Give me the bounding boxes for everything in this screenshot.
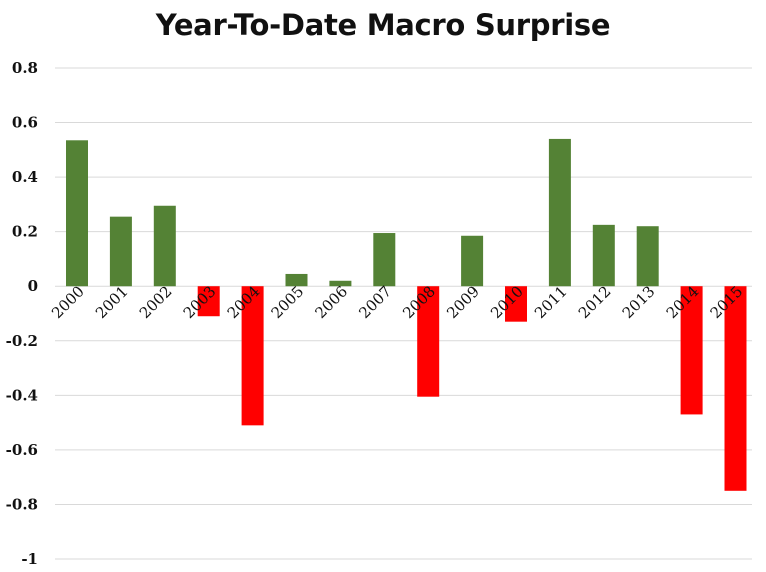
y-axis: 0.8 0.6 0.4 0.2 0 -0.2 -0.4 -0.6 -0.8 -1 [6,59,38,568]
x-tick-label: 2006 [311,282,351,322]
y-tick-label: -0.2 [6,332,38,350]
x-tick-label: 2005 [268,282,308,322]
x-tick-label: 2011 [531,282,571,322]
bar-2013 [636,226,659,287]
y-tick-label: -0.6 [6,441,38,459]
x-tick-label: 2012 [575,282,615,322]
bar-2005 [285,273,308,287]
y-tick-label: -0.8 [6,495,38,513]
chart-title: Year-To-Date Macro Surprise [155,8,611,42]
gridlines [55,67,752,560]
y-tick-label: 0.8 [12,59,38,77]
y-tick-label: -0.4 [6,386,38,404]
x-axis: 2000 2001 2002 2003 2004 2005 2006 2007 2008 2009… [48,282,746,322]
x-tick-label: 2007 [355,282,395,322]
bar-2009 [461,235,484,287]
bar-2011 [548,138,571,287]
bar-2007 [373,233,396,287]
bar-2000 [66,140,88,287]
x-tick-label: 2009 [443,282,483,322]
bar-2004 [241,286,264,426]
bar-2006 [329,280,352,287]
y-tick-label: 0.4 [12,168,38,186]
bars [66,138,747,491]
bar-2001 [109,216,132,287]
bar-2002 [153,205,176,287]
y-tick-label: 0.6 [12,114,38,132]
bar-2003 [197,286,220,317]
bar-2014 [680,286,703,415]
x-tick-label: 2002 [136,282,176,322]
x-tick-label: 2013 [619,282,659,322]
y-tick-label: -1 [21,550,38,568]
bar-2010 [505,286,527,322]
x-tick-label: 2001 [92,282,132,322]
bar-2015 [724,286,747,491]
bar-2012 [592,224,615,287]
x-tick-label: 2000 [48,282,88,322]
y-tick-label: 0.2 [12,223,38,241]
y-tick-label: 0 [28,277,38,295]
bar-2008 [417,286,440,397]
